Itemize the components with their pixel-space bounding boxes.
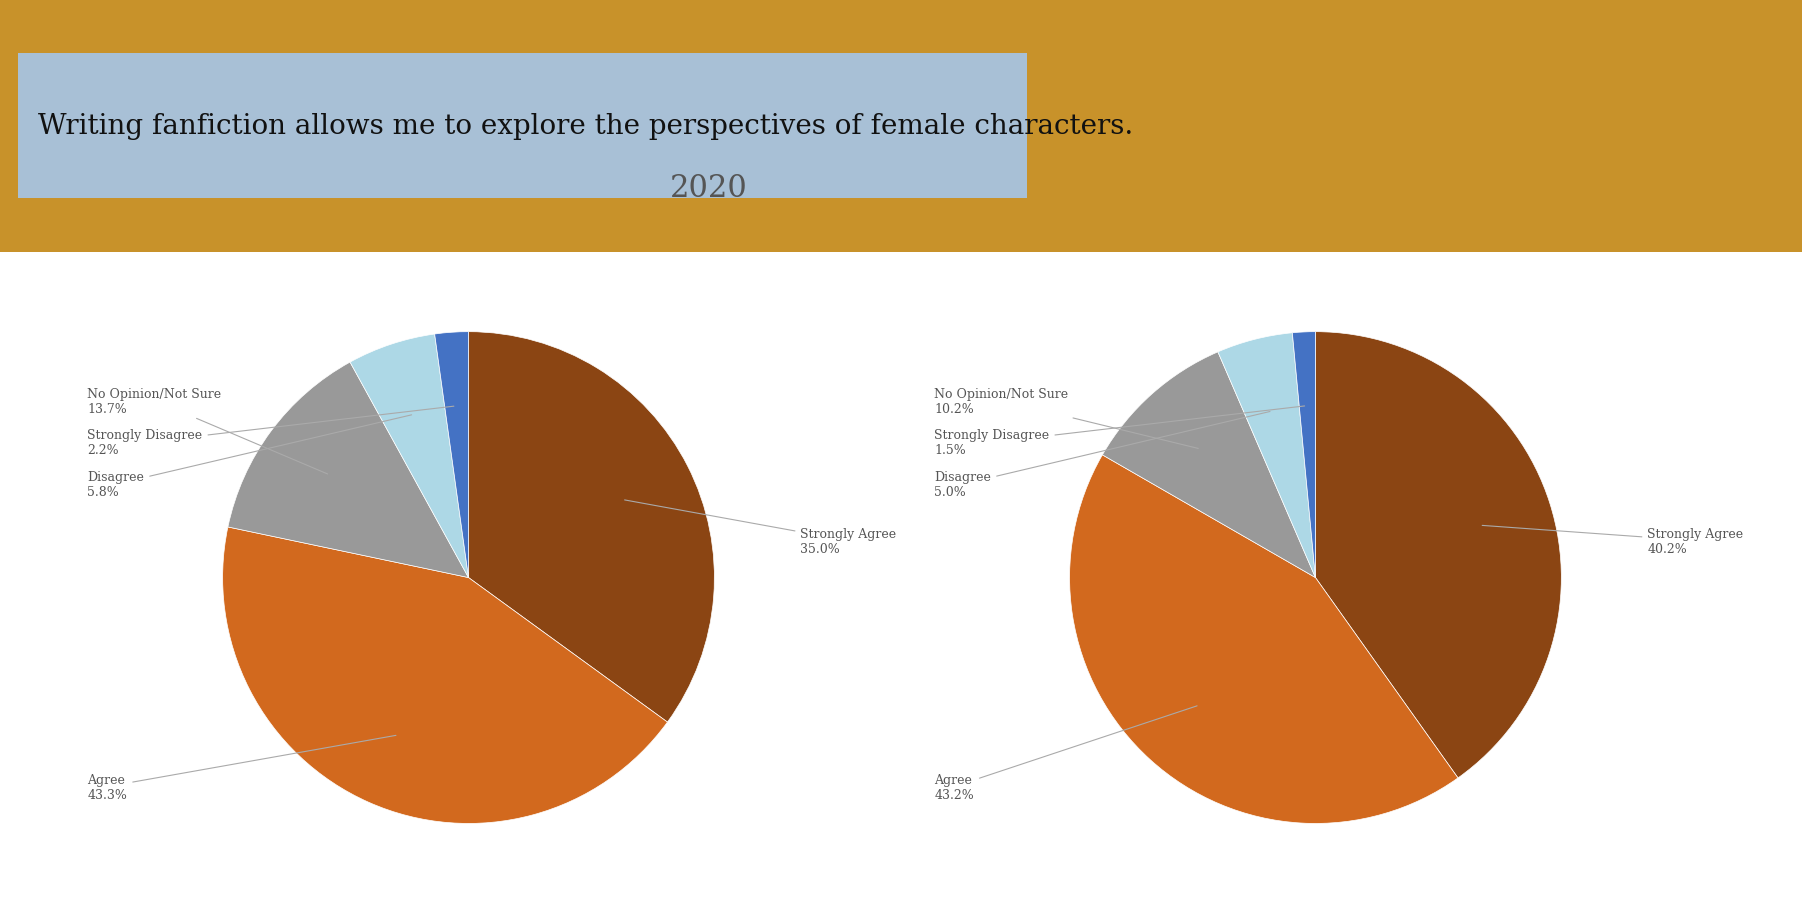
- Text: No Opinion/Not Sure
13.7%: No Opinion/Not Sure 13.7%: [86, 387, 328, 474]
- Text: Agree
43.3%: Agree 43.3%: [86, 736, 396, 801]
- Text: No Opinion/Not Sure
10.2%: No Opinion/Not Sure 10.2%: [933, 387, 1198, 449]
- Text: Agree
43.2%: Agree 43.2%: [933, 706, 1197, 801]
- Wedge shape: [1103, 352, 1315, 578]
- Wedge shape: [223, 527, 667, 824]
- Wedge shape: [227, 363, 469, 578]
- Wedge shape: [350, 335, 469, 578]
- Text: Strongly Agree
40.2%: Strongly Agree 40.2%: [1483, 526, 1744, 555]
- Wedge shape: [1292, 332, 1315, 578]
- Text: Strongly Agree
35.0%: Strongly Agree 35.0%: [625, 500, 897, 555]
- Text: 2020: 2020: [670, 172, 748, 204]
- Text: Writing fanfiction allows me to explore the perspectives of female characters.: Writing fanfiction allows me to explore …: [38, 113, 1133, 140]
- Text: Disagree
5.0%: Disagree 5.0%: [933, 412, 1270, 498]
- Wedge shape: [1070, 455, 1458, 824]
- Wedge shape: [469, 332, 714, 722]
- Text: Strongly Disagree
1.5%: Strongly Disagree 1.5%: [933, 406, 1305, 457]
- Wedge shape: [434, 332, 469, 578]
- Wedge shape: [1218, 333, 1315, 578]
- Wedge shape: [1315, 332, 1561, 778]
- Text: Strongly Disagree
2.2%: Strongly Disagree 2.2%: [86, 406, 454, 457]
- Text: Disagree
5.8%: Disagree 5.8%: [86, 415, 411, 498]
